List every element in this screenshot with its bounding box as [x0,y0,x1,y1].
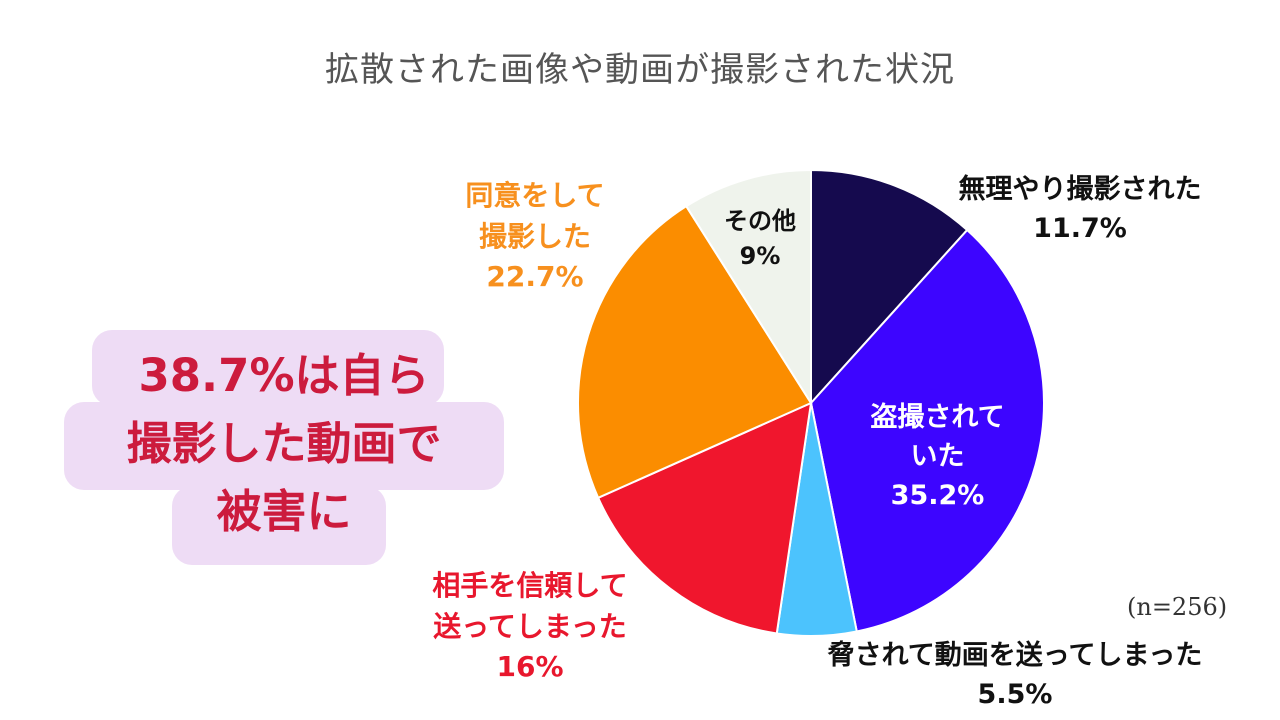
slice-label-4: 同意をして撮影した 22.7% [430,176,640,298]
slice-label-3-line-2: 16% [496,650,564,684]
slice-label-1: 盗撮されていた 35.2% [845,398,1030,515]
slice-label-3-line-1: 送ってしまった [433,609,627,643]
slice-label-1-line-0: 盗撮されて [870,402,1005,433]
slice-label-2-line-1: 5.5% [977,679,1053,711]
slice-label-5: その他 9% [700,204,820,274]
callout-box: 38.7%は自ら 撮影した動画で 被害に [64,330,504,565]
slice-label-2-line-0: 脅されて動画を送ってしまった [827,640,1203,671]
slice-label-4-line-1: 撮影した [478,219,591,253]
pie-slice-3 [596,401,813,635]
pie-slice-0 [810,168,969,406]
slice-label-4-line-2: 22.7% [486,260,584,294]
slice-label-3: 相手を信頼して 送ってしまった 16% [385,566,675,688]
slice-label-0-line-1: 11.7% [1033,213,1127,245]
slice-label-4-line-0: 同意をして [465,179,605,212]
slice-label-3-line-0: 相手を信頼して [432,569,628,602]
slice-label-2: 脅されて動画を送ってしまった 5.5% [795,636,1235,714]
slice-label-0: 無理やり撮影された 11.7% [925,170,1235,248]
callout-line-2: 撮影した動画で [126,417,442,470]
callout-line-1: 38.7%は自ら [138,349,430,402]
slice-label-1-line-2: 35.2% [890,480,985,512]
callout-line-3: 被害に [216,485,352,538]
sample-size-note: (n=256) [1127,593,1228,621]
pie-slice-5 [684,168,812,407]
slice-label-1-line-1: いた [910,441,965,473]
slice-label-5-line-0: その他 [724,207,796,235]
slice-label-0-line-0: 無理やり撮影された [958,174,1202,205]
slice-label-5-line-1: 9% [739,241,781,270]
chart-title: 拡散された画像や動画が撮影された状況 [325,50,955,90]
pie-slice-1 [809,228,1045,633]
pie-slice-4 [576,204,813,500]
